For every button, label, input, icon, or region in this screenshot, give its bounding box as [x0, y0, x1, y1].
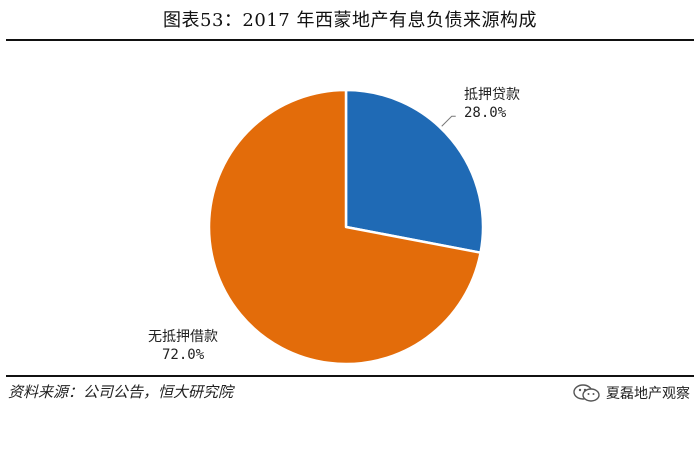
- pie-slice-0: [344, 88, 485, 254]
- chart-title: 图表53：2017 年西蒙地产有息负债来源构成: [163, 10, 537, 31]
- top-divider: [6, 39, 694, 41]
- slice-value-unsecured: 72.0%: [162, 347, 205, 363]
- bottom-divider: [6, 375, 694, 377]
- pie-slice-1: [207, 88, 482, 366]
- slice-value-mortgage: 28.0%: [464, 105, 507, 121]
- brand-name: 夏磊地产观察: [606, 386, 690, 402]
- slice-label-unsecured: 无抵押借款 72.0%: [148, 328, 218, 364]
- slice-name-unsecured: 无抵押借款: [148, 329, 218, 345]
- brand-watermark: 夏磊地产观察: [573, 383, 690, 403]
- slice-label-mortgage: 抵押贷款 28.0%: [464, 86, 520, 122]
- leader-line-0: [441, 115, 456, 127]
- wechat-icon: [573, 384, 600, 402]
- source-note: 资料来源：公司公告，恒大研究院: [8, 383, 234, 401]
- slice-name-mortgage: 抵押贷款: [464, 87, 520, 103]
